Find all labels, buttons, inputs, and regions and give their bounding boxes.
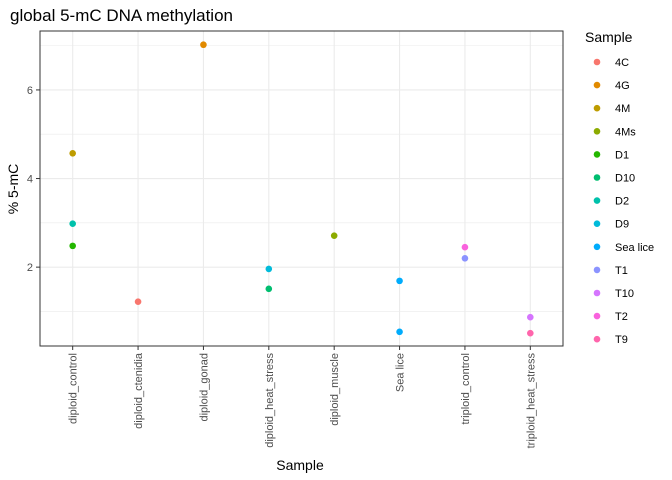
legend-label: T2 [615, 311, 628, 323]
data-point [265, 285, 273, 293]
data-point [330, 232, 338, 239]
x-tick-label: diploid_gonad [198, 353, 210, 422]
legend-key [593, 289, 601, 297]
legend-title: Sample [585, 29, 633, 45]
legend-label: D9 [615, 219, 629, 231]
legend-label: T10 [615, 288, 634, 300]
legend-key [593, 104, 601, 112]
legend-key [593, 243, 601, 251]
y-tick-label: 4 [27, 174, 33, 186]
legend-label: T9 [615, 334, 628, 346]
data-point [200, 41, 207, 49]
x-tick-label: triploid_heat_stress [525, 353, 537, 449]
legend-label: 4C [615, 57, 629, 69]
x-tick-label: diploid_ctenidia [133, 352, 145, 429]
legend-label: 4M [615, 103, 630, 115]
x-tick-label: diploid_heat_stress [264, 353, 276, 448]
x-tick-label: triploid_control [460, 353, 472, 425]
legend-key [593, 81, 601, 89]
legend-label: D1 [615, 149, 629, 161]
panel-border [39, 30, 564, 347]
legend-key [593, 220, 601, 227]
legend-key [593, 197, 601, 204]
data-point [527, 313, 534, 321]
data-point [265, 265, 273, 273]
data-point [69, 242, 76, 250]
x-tick-label: Sea lice [395, 353, 407, 392]
chart-title: global 5-mC DNA methylation [10, 6, 233, 25]
legend-label: Sea lice [615, 242, 654, 254]
x-tick-label: diploid_control [68, 353, 80, 424]
legend-key [593, 266, 601, 274]
legend-key [593, 312, 601, 320]
y-tick-label: 2 [27, 262, 33, 274]
legend-key [593, 174, 601, 181]
x-axis-title: Sample [276, 457, 324, 473]
legend-label: D2 [615, 196, 629, 208]
y-tick-label: 6 [27, 85, 33, 97]
data-point [396, 277, 403, 285]
x-tick-label: diploid_muscle [329, 353, 341, 426]
legend-key [593, 128, 601, 135]
legend-label: 4Ms [615, 126, 636, 138]
data-point [134, 298, 142, 305]
legend-key [593, 335, 601, 343]
legend-label: D10 [615, 173, 635, 185]
data-point [527, 329, 534, 337]
data-point [461, 254, 469, 262]
legend-key [593, 58, 601, 66]
legend: 4C 4G 4M 4Ms D1 D10 D2 D9 Sea lice T1 T10 T2 T9 [593, 57, 654, 346]
data-point [69, 149, 76, 157]
data-point [69, 220, 76, 228]
legend-label: 4G [615, 80, 630, 92]
data-point [461, 243, 469, 251]
plot-area: 2 4 6 diploid_control diploid_ctenidia diploi… [27, 30, 564, 449]
legend-label: T1 [615, 265, 628, 277]
legend-key [593, 151, 601, 158]
y-axis-title: % 5-mC [5, 164, 21, 215]
data-point [396, 328, 403, 336]
